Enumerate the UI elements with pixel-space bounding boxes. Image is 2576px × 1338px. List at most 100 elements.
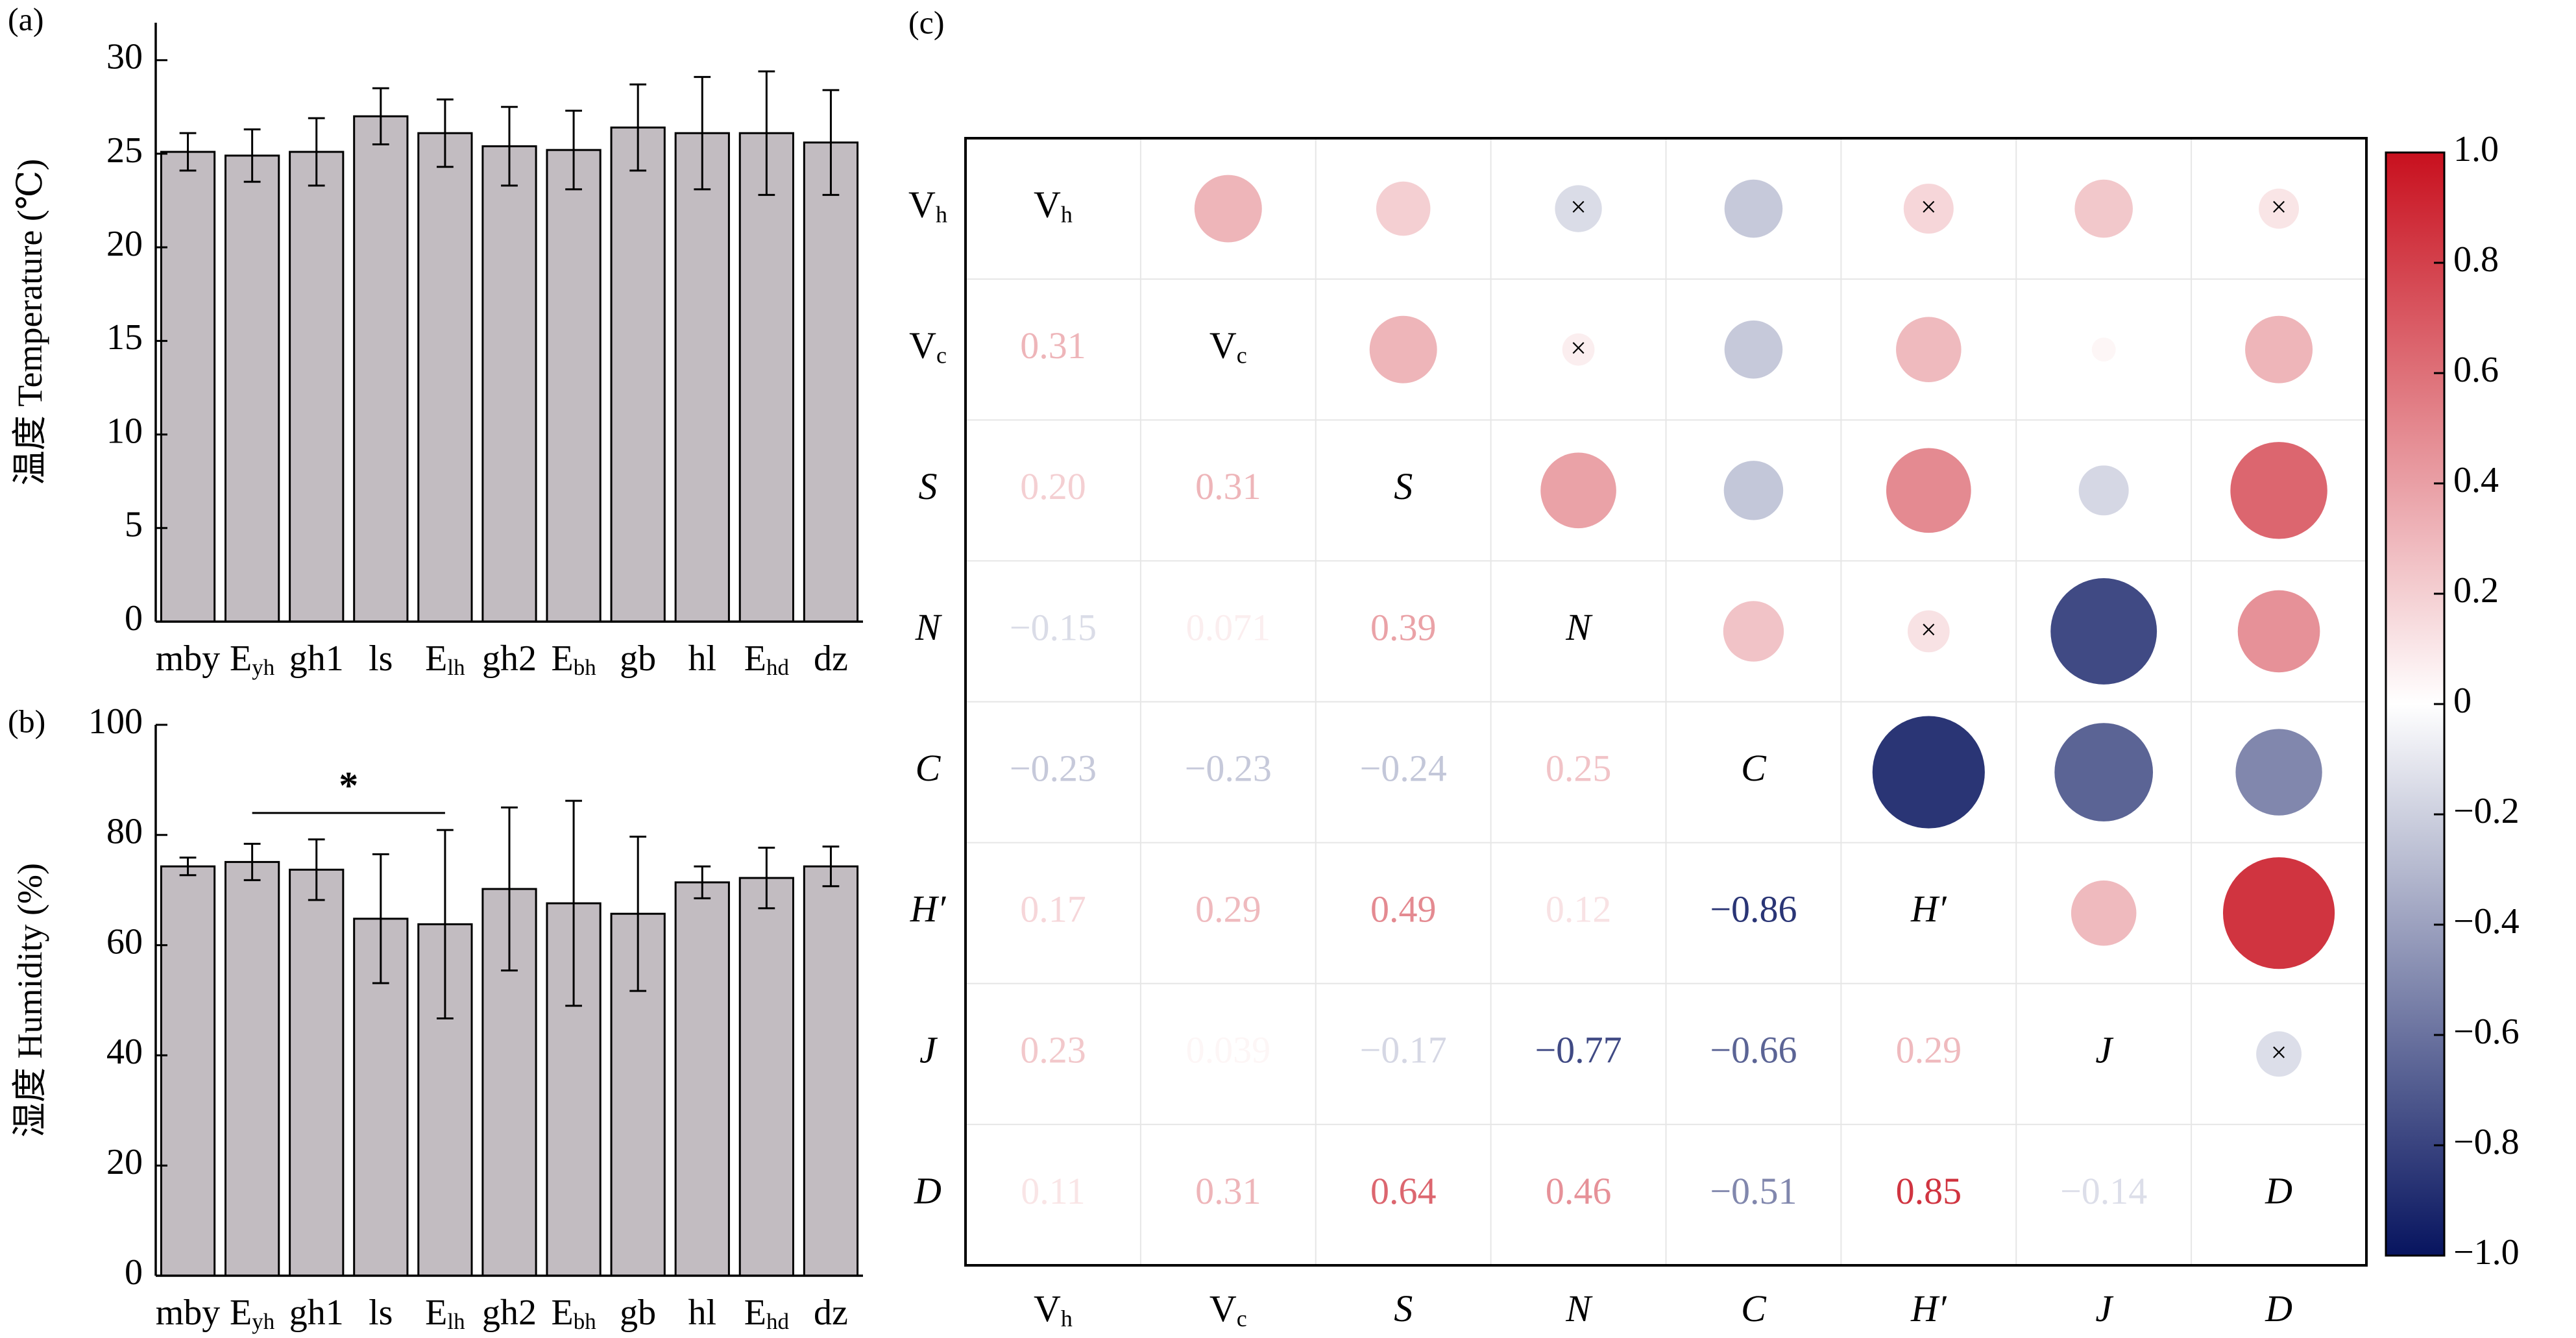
- bar: [738, 132, 794, 623]
- x-tick-label: dz: [814, 1293, 848, 1333]
- bar: [353, 115, 409, 623]
- nonsignificant-marker: ×: [1921, 614, 1937, 646]
- correlation-circle: [2237, 590, 2320, 673]
- panel-label: (c): [908, 4, 945, 40]
- bar: [160, 865, 216, 1277]
- row-label-base: V: [908, 184, 936, 226]
- bar: [289, 868, 345, 1277]
- x-tick-label-base: dz: [814, 1293, 848, 1333]
- x-tick-label: Elh: [425, 639, 465, 680]
- panel-label: (a): [8, 1, 44, 37]
- correlation-value: 0.39: [1370, 606, 1437, 648]
- significance-star: *: [339, 764, 358, 807]
- y-axis-label-en: Humidity (%): [10, 863, 49, 1058]
- correlation-circle: [1903, 184, 1954, 234]
- row-label: Vh: [908, 184, 947, 228]
- row-label-base: C: [916, 747, 942, 789]
- correlation-value: 0.31: [1195, 465, 1261, 507]
- row-label: D: [914, 1170, 942, 1212]
- correlation-value: 0.29: [1195, 888, 1261, 931]
- bar: [225, 154, 280, 623]
- x-tick-label: hl: [688, 639, 716, 679]
- x-tick-label: gh1: [289, 1293, 344, 1333]
- x-tick-label: Ehd: [744, 639, 790, 680]
- colorbar-tick-label: 1.0: [2453, 129, 2499, 169]
- correlation-circle: [1896, 317, 1962, 382]
- correlation-circle: [1376, 181, 1431, 236]
- x-tick-label-base: E: [230, 639, 252, 679]
- column-label-base: V: [1034, 1287, 1061, 1330]
- correlation-value: −0.23: [1010, 747, 1097, 789]
- x-tick-label-base: E: [744, 1293, 766, 1333]
- bar: [546, 149, 601, 623]
- correlation-circle: [1555, 185, 1602, 232]
- x-tick-label: mby: [156, 639, 221, 679]
- row-label-sub: h: [936, 202, 947, 228]
- correlation-value: −0.66: [1710, 1029, 1797, 1071]
- correlation-value: 0.31: [1195, 1170, 1261, 1212]
- diagonal-label-base: V: [1209, 324, 1237, 367]
- correlation-value: −0.15: [1010, 606, 1097, 648]
- nonsignificant-marker: ×: [2271, 1036, 2287, 1068]
- row-label-sub: c: [936, 343, 947, 369]
- colorbar-tick-label: 0.2: [2453, 570, 2499, 611]
- correlation-circle: [1872, 716, 1985, 829]
- y-axis-label-en: Temperature (℃): [10, 159, 49, 407]
- row-label-base: J: [919, 1029, 938, 1071]
- colorbar-tick-label: −0.6: [2453, 1012, 2520, 1052]
- x-tick-label-base: gb: [620, 639, 656, 679]
- row-label-base: N: [915, 606, 943, 648]
- column-label: C: [1741, 1287, 1767, 1330]
- row-label-base: H′: [910, 888, 947, 931]
- nonsignificant-marker: ×: [1921, 191, 1937, 223]
- x-tick-label: ls: [369, 1293, 393, 1333]
- x-tick-label-sub: yh: [252, 1309, 275, 1334]
- colorbar-tick-label: −0.8: [2453, 1122, 2520, 1162]
- diagonal-label: N: [1565, 606, 1593, 648]
- colorbar-tick-label: 0: [2453, 681, 2472, 721]
- bar: [225, 860, 280, 1277]
- x-tick-label-base: E: [425, 1293, 447, 1333]
- diagonal-label-base: N: [1565, 606, 1593, 648]
- x-tick-label-base: ls: [369, 639, 393, 679]
- column-label: N: [1565, 1287, 1593, 1330]
- correlation-value: 0.17: [1020, 888, 1086, 931]
- x-tick-label-sub: bh: [574, 655, 597, 680]
- x-tick-label: Ebh: [551, 1293, 596, 1334]
- row-label: Vc: [909, 324, 947, 369]
- y-axis-label-cn: 温度: [10, 415, 49, 485]
- row-label: J: [919, 1029, 938, 1071]
- x-tick-label-base: E: [551, 639, 573, 679]
- correlation-circle: [2245, 315, 2313, 383]
- correlation-value: −0.23: [1185, 747, 1272, 789]
- correlation-circle: [2259, 188, 2300, 229]
- x-tick-label-base: E: [230, 1293, 252, 1333]
- x-tick-label-base: gh1: [289, 1293, 344, 1333]
- y-tick-label: 80: [106, 812, 143, 852]
- correlation-circle: [2050, 578, 2157, 685]
- correlation-value: 0.23: [1020, 1029, 1086, 1071]
- correlation-circle: [1724, 320, 1783, 379]
- diagonal-label: J: [2095, 1029, 2114, 1071]
- correlation-value: −0.77: [1535, 1029, 1622, 1071]
- row-label: H′: [910, 888, 947, 931]
- diagonal-label-base: D: [2265, 1170, 2292, 1212]
- column-label: S: [1394, 1287, 1413, 1330]
- bar: [160, 151, 216, 623]
- y-tick-label: 0: [125, 598, 143, 639]
- diagonal-label-base: H′: [1910, 888, 1947, 931]
- correlation-value: −0.24: [1360, 747, 1447, 789]
- x-tick-label: gh2: [482, 1293, 537, 1333]
- bar: [803, 141, 859, 623]
- y-tick-label: 60: [106, 921, 143, 962]
- correlation-value: 0.29: [1896, 1029, 1962, 1071]
- column-label: J: [2095, 1287, 2114, 1330]
- diagonal-label: S: [1394, 465, 1413, 507]
- correlation-circle: [1562, 333, 1595, 366]
- row-label-base: V: [909, 324, 936, 367]
- diagonal-label-base: J: [2095, 1029, 2114, 1071]
- x-tick-label: Ebh: [551, 639, 596, 680]
- panel-label: (b): [8, 703, 45, 739]
- correlation-circle: [2074, 179, 2133, 238]
